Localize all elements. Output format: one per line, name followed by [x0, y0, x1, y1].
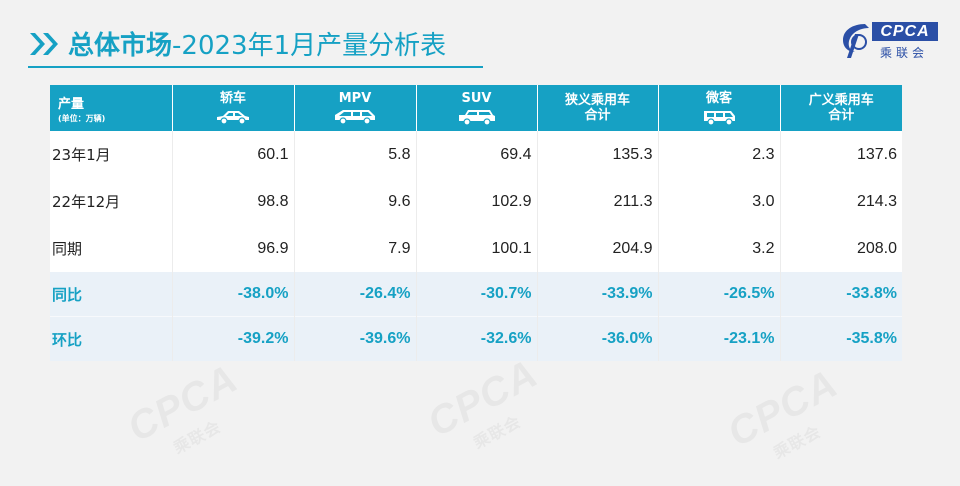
- header-narrow-total: 狭义乘用车合计: [537, 85, 659, 131]
- table-cell: 3.2: [658, 225, 781, 272]
- row-label: 23年1月: [50, 131, 173, 178]
- table-cell: -39.6%: [294, 316, 417, 361]
- cpca-mark-icon: [837, 20, 875, 65]
- logo-cpca-text: CPCA: [872, 22, 938, 41]
- row-label: 同比: [50, 272, 173, 317]
- table-cell: -36.0%: [537, 316, 659, 361]
- table-cell: -33.8%: [780, 272, 902, 317]
- slide-title: 总体市场 -2023年1月产量分析表: [28, 25, 446, 62]
- header-minivan: 微客: [658, 85, 781, 131]
- suv-icon: [458, 109, 495, 126]
- table-cell: -39.2%: [172, 316, 295, 361]
- table-cell: 102.9: [416, 178, 538, 225]
- table-cell: -26.4%: [294, 272, 417, 317]
- title-sub: -2023年1月产量分析表: [172, 31, 447, 61]
- table-cell: 211.3: [537, 178, 659, 225]
- logo-cn-text: 乘联会: [880, 46, 929, 60]
- table-cell: 2.3: [658, 131, 781, 178]
- table-cell: 7.9: [294, 225, 417, 272]
- header-mpv: MPV: [294, 85, 417, 131]
- table-row-yoy: 同比 -38.0% -26.4% -30.7% -33.9% -26.5% -3…: [50, 272, 902, 317]
- table-cell: 214.3: [780, 178, 902, 225]
- title-main: 总体市场: [68, 31, 173, 61]
- table-cell: -23.1%: [658, 316, 781, 361]
- cpca-logo: CPCA 乘联会: [835, 20, 945, 62]
- table-cell: -26.5%: [658, 272, 781, 317]
- header-suv: SUV: [416, 85, 538, 131]
- mpv-icon: [335, 109, 375, 125]
- table-cell: 5.8: [294, 131, 417, 178]
- table-cell: -33.9%: [537, 272, 659, 317]
- table-header-row: 产量 (单位：万辆) 轿车 MPV: [50, 85, 902, 131]
- table-cell: 69.4: [416, 131, 538, 178]
- table-row: 23年1月 60.1 5.8 69.4 135.3 2.3 137.6: [50, 131, 902, 178]
- table-row: 同期 96.9 7.9 100.1 204.9 3.2 208.0: [50, 225, 902, 272]
- double-chevron-icon: [28, 31, 62, 57]
- table-cell: -32.6%: [416, 316, 538, 361]
- table-cell: 208.0: [780, 225, 902, 272]
- table-cell: -35.8%: [780, 316, 902, 361]
- table-cell: 3.0: [658, 178, 781, 225]
- table-row-mom: 环比 -39.2% -39.6% -32.6% -36.0% -23.1% -3…: [50, 316, 902, 361]
- header-production: 产量 (单位：万辆): [50, 85, 173, 131]
- minivan-icon: [704, 110, 735, 126]
- header-broad-total: 广义乘用车合计: [780, 85, 902, 131]
- title-underline: [28, 66, 483, 68]
- table-cell: 98.8: [172, 178, 295, 225]
- table-cell: 137.6: [780, 131, 902, 178]
- table-cell: 96.9: [172, 225, 295, 272]
- table-cell: 135.3: [537, 131, 659, 178]
- production-table: 产量 (单位：万辆) 轿车 MPV: [50, 85, 902, 361]
- table-cell: 9.6: [294, 178, 417, 225]
- table-cell: -38.0%: [172, 272, 295, 317]
- row-label: 环比: [50, 316, 173, 361]
- table-cell: 100.1: [416, 225, 538, 272]
- table-cell: -30.7%: [416, 272, 538, 317]
- header-sedan: 轿车: [172, 85, 295, 131]
- table-cell: 204.9: [537, 225, 659, 272]
- sedan-icon: [217, 110, 249, 125]
- row-label: 同期: [50, 225, 173, 272]
- table-cell: 60.1: [172, 131, 295, 178]
- row-label: 22年12月: [50, 178, 173, 225]
- table-row: 22年12月 98.8 9.6 102.9 211.3 3.0 214.3: [50, 178, 902, 225]
